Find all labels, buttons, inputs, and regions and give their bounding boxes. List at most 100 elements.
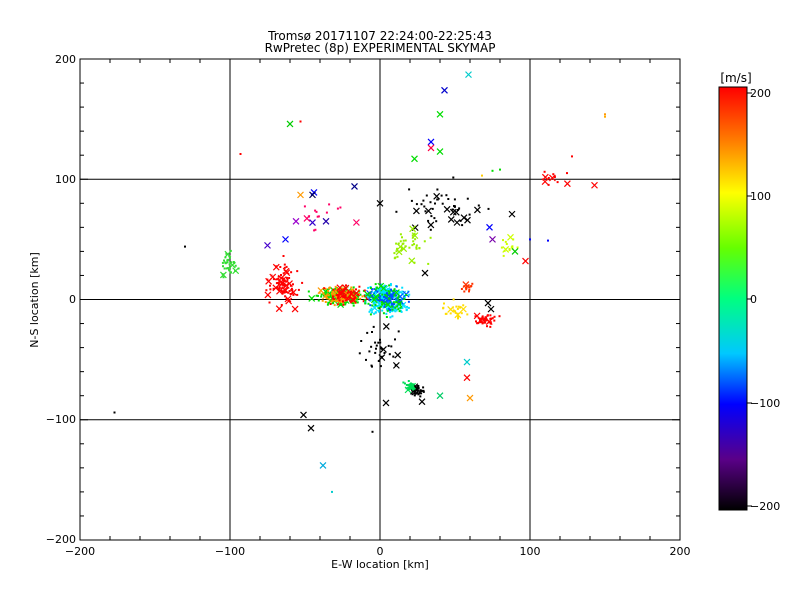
data-point: [394, 364, 397, 367]
data-point: [407, 380, 410, 382]
data-point: [543, 170, 546, 173]
data-point: [386, 309, 389, 312]
data-point: [456, 312, 459, 315]
data-point: [389, 283, 392, 285]
data-point: [374, 305, 377, 307]
cross-marker: [447, 216, 455, 223]
data-point: [339, 293, 342, 296]
data-point: [352, 300, 355, 303]
data-point: [277, 275, 280, 278]
data-point: [286, 278, 289, 281]
data-point: [326, 295, 329, 298]
data-point: [429, 201, 432, 204]
data-point: [454, 310, 457, 313]
data-point: [387, 302, 390, 305]
data-point: [480, 317, 483, 320]
data-point: [292, 283, 294, 286]
cross-marker: [292, 217, 300, 225]
data-point: [397, 304, 400, 307]
cross-marker: [382, 323, 390, 330]
data-point: [482, 318, 485, 321]
data-point: [412, 386, 415, 388]
data-point: [322, 292, 325, 295]
cross-marker: [281, 287, 289, 294]
cross-marker: [370, 296, 378, 304]
data-point: [366, 331, 369, 334]
data-point: [413, 243, 415, 246]
cross-marker: [322, 217, 330, 225]
data-point: [451, 306, 454, 309]
data-point: [379, 341, 382, 344]
data-point: [367, 296, 369, 299]
data-point: [420, 390, 423, 392]
data-point: [396, 297, 399, 300]
data-point: [404, 382, 406, 385]
data-point: [396, 293, 399, 296]
data-point: [299, 120, 302, 123]
data-point: [447, 198, 450, 200]
data-point: [315, 210, 318, 213]
data-point: [445, 194, 448, 197]
data-point: [433, 217, 436, 220]
data-point: [344, 294, 347, 296]
data-point: [234, 264, 237, 267]
data-point: [352, 286, 355, 289]
data-point: [344, 288, 347, 291]
data-point: [321, 299, 324, 302]
data-point: [282, 255, 285, 257]
data-point: [413, 261, 416, 264]
data-point: [392, 355, 395, 358]
data-point: [451, 208, 454, 211]
data-point: [397, 242, 400, 245]
cross-marker: [463, 374, 471, 382]
cross-marker: [282, 281, 290, 289]
cross-marker: [427, 221, 435, 229]
data-point: [338, 299, 341, 302]
data-point: [382, 302, 385, 305]
cross-marker: [395, 248, 403, 256]
data-point: [382, 304, 385, 307]
x-tick-labels: −200 −100 0 100 200: [65, 545, 691, 558]
data-point: [222, 265, 224, 268]
data-point: [340, 287, 343, 290]
data-point: [465, 288, 468, 291]
data-point: [265, 289, 268, 292]
cross-marker: [436, 392, 444, 400]
data-point: [420, 203, 423, 206]
data-point: [269, 288, 272, 291]
data-point: [330, 299, 333, 302]
data-point: [397, 330, 400, 333]
cross-marker: [228, 261, 236, 269]
data-point: [416, 389, 418, 392]
cross-marker: [436, 110, 444, 118]
data-point: [464, 286, 467, 289]
data-point: [279, 266, 282, 268]
data-point: [292, 293, 295, 296]
cross-marker: [382, 399, 390, 407]
data-point: [389, 309, 391, 311]
data-point: [285, 280, 288, 283]
cross-marker: [282, 235, 289, 243]
data-point: [335, 287, 338, 290]
y-tick-labels: 200 100 0 −100 −200: [46, 53, 76, 546]
data-point: [225, 252, 228, 255]
data-point: [385, 308, 388, 310]
data-point: [381, 297, 383, 300]
data-point: [330, 300, 333, 303]
data-point: [394, 297, 397, 300]
data-point: [278, 286, 281, 289]
data-point: [328, 287, 331, 290]
data-point: [375, 347, 377, 350]
data-point: [419, 395, 422, 398]
data-point: [362, 300, 365, 303]
data-point: [390, 345, 393, 348]
data-point: [401, 242, 404, 245]
data-point: [316, 215, 319, 218]
data-point: [314, 228, 317, 231]
cross-marker: [548, 174, 556, 182]
data-point: [221, 261, 224, 264]
data-point: [368, 298, 371, 301]
data-point: [341, 291, 344, 294]
data-point: [290, 287, 293, 290]
data-point: [452, 309, 455, 312]
